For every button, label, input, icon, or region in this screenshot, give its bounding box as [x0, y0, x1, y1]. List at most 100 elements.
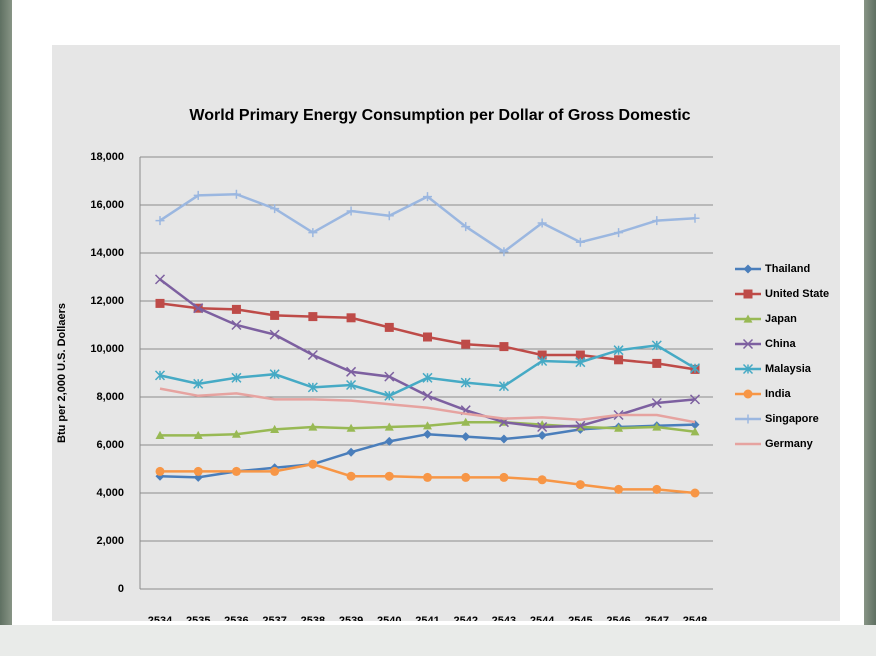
marker [193, 378, 204, 389]
marker [537, 218, 547, 228]
x-tick-label: 2546 [606, 615, 630, 627]
y-tick-label: 6,000 [96, 439, 124, 451]
marker [613, 345, 624, 356]
marker [537, 350, 547, 360]
marker [231, 319, 242, 331]
legend-label: United State [765, 288, 829, 300]
marker [499, 472, 509, 482]
x-tick-label: 2543 [492, 615, 516, 627]
x-tick-label: 2534 [148, 615, 173, 627]
x-tick-label: 2547 [645, 615, 669, 627]
marker [651, 340, 662, 351]
chart-title: World Primary Energy Consumption per Dol… [189, 107, 690, 124]
marker [384, 371, 395, 382]
marker [575, 357, 586, 368]
marker [154, 370, 166, 381]
marker [652, 358, 662, 368]
marker [742, 338, 754, 350]
marker [743, 289, 753, 299]
marker [742, 363, 754, 375]
marker [308, 422, 318, 431]
y-tick-label: 0 [118, 583, 124, 595]
marker [346, 366, 357, 377]
marker [231, 466, 241, 476]
marker [614, 423, 624, 432]
marker [461, 339, 471, 349]
marker [155, 216, 165, 226]
marker [231, 304, 241, 314]
marker [690, 488, 700, 498]
marker [154, 274, 166, 285]
marker [384, 322, 394, 332]
marker [690, 427, 700, 436]
x-tick-label: 2542 [453, 615, 477, 627]
marker [689, 363, 701, 374]
x-tick-label: 2537 [262, 615, 286, 627]
marker [498, 381, 509, 392]
marker [537, 430, 547, 440]
marker [231, 429, 241, 438]
marker [270, 466, 280, 476]
marker [308, 459, 318, 469]
marker [614, 484, 624, 494]
y-tick-label: 18,000 [90, 151, 124, 163]
marker [537, 355, 548, 367]
x-tick-label: 2536 [224, 615, 248, 627]
marker [308, 312, 318, 322]
marker [155, 298, 165, 308]
marker [307, 382, 318, 393]
y-tick-label: 14,000 [90, 247, 124, 259]
marker [690, 213, 700, 223]
marker [346, 313, 356, 323]
marker [423, 421, 432, 430]
y-tick-label: 8,000 [96, 391, 124, 403]
marker [743, 314, 753, 323]
marker [193, 190, 203, 200]
marker [689, 394, 701, 405]
marker [461, 222, 471, 232]
marker [537, 421, 548, 433]
marker [499, 342, 509, 352]
marker [270, 310, 280, 320]
marker [575, 480, 585, 490]
x-tick-label: 2545 [568, 615, 592, 627]
marker [308, 228, 318, 238]
marker [346, 471, 356, 481]
y-tick-label: 16,000 [90, 199, 124, 211]
marker [652, 422, 662, 431]
marker [651, 397, 662, 409]
marker [423, 472, 432, 482]
y-tick-label: 10,000 [90, 343, 124, 355]
marker [346, 379, 357, 391]
marker [423, 332, 432, 342]
chart-area [52, 45, 840, 621]
x-tick-label: 2544 [530, 615, 555, 627]
legend-label: India [765, 388, 792, 400]
marker [384, 211, 394, 221]
marker [384, 471, 394, 481]
series-line [159, 387, 696, 424]
marker [614, 228, 624, 238]
marker [423, 429, 432, 439]
marker [499, 247, 509, 257]
legend-label: Singapore [765, 413, 819, 425]
marker [423, 192, 432, 202]
marker [652, 484, 662, 494]
x-tick-label: 2539 [339, 615, 363, 627]
marker [575, 237, 585, 247]
x-tick-label: 2538 [301, 615, 325, 627]
x-tick-label: 2535 [186, 615, 210, 627]
y-tick-label: 2,000 [96, 535, 124, 547]
marker [269, 329, 280, 340]
marker [193, 430, 203, 439]
marker [346, 423, 356, 432]
y-tick-label: 4,000 [96, 487, 124, 499]
legend-label: Japan [765, 313, 797, 325]
marker [460, 377, 471, 388]
marker [269, 369, 280, 380]
marker [270, 204, 280, 214]
marker [193, 466, 203, 476]
legend-label: Thailand [765, 263, 810, 275]
marker [537, 475, 547, 485]
